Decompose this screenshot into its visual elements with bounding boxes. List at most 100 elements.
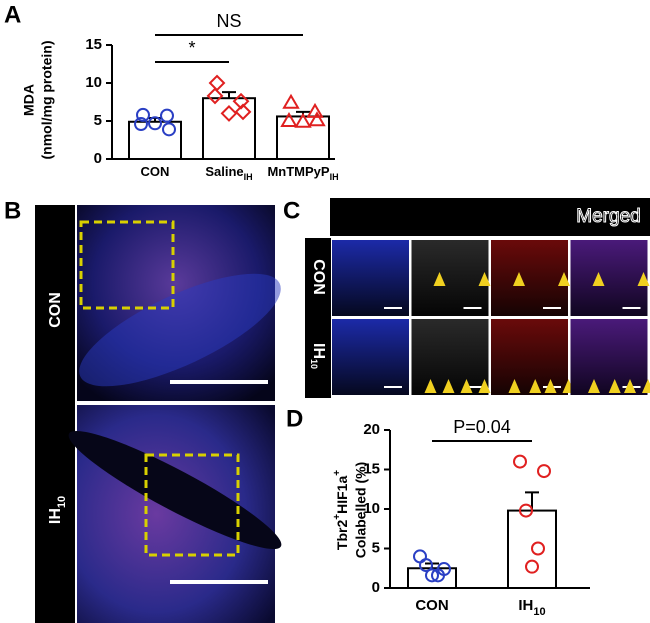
data-point <box>513 454 527 469</box>
scale-bar <box>543 307 561 309</box>
category-sub: IH <box>330 172 339 182</box>
y-tick-label: 15 <box>85 36 102 53</box>
error-bar <box>222 91 236 99</box>
channel-header <box>330 198 650 236</box>
annotation: NS <box>216 11 241 31</box>
annotation: * <box>188 38 195 58</box>
channel-label: HIF1a <box>503 206 555 227</box>
data-point <box>208 74 226 92</box>
arrowhead <box>478 272 491 286</box>
scale-bar <box>463 386 482 388</box>
data-point <box>308 111 326 127</box>
x-tick-label: CON <box>415 597 448 614</box>
micrograph <box>411 319 489 395</box>
arrowhead <box>508 379 521 393</box>
arrowhead <box>513 272 525 286</box>
data-point <box>525 559 539 574</box>
y-tick-label: 5 <box>372 539 380 556</box>
arrowhead <box>588 379 600 393</box>
category: IH <box>518 597 533 614</box>
y-axis-label-part: Tbr2 <box>334 520 350 551</box>
row-label-text: IH <box>310 343 327 359</box>
arrowhead <box>424 379 437 393</box>
scale-bar <box>384 307 402 309</box>
x-tick-label: MnTMPyPIH <box>267 164 338 182</box>
category-sub: IH <box>244 172 253 182</box>
scale-bar <box>622 307 641 309</box>
panel-label: C <box>283 197 300 224</box>
y-axis-label-part: HIF1a <box>334 476 350 514</box>
y-tick-label: 5 <box>94 112 102 129</box>
category-sub: 10 <box>533 606 545 618</box>
panel-label: A <box>4 1 21 28</box>
channel-label: DAPI <box>348 206 392 227</box>
micrograph <box>491 319 568 395</box>
y-axis-label: (nmol/mg protein) <box>39 41 55 160</box>
arrowhead <box>642 379 650 393</box>
arrowhead <box>544 379 557 393</box>
inset-box <box>144 453 240 557</box>
row-label: CON <box>47 292 64 328</box>
y-tick-label: 10 <box>85 74 102 91</box>
data-point <box>234 103 252 121</box>
row-label: IH10 <box>309 343 327 369</box>
data-point <box>160 108 174 123</box>
category: MnTMPyP <box>267 164 329 179</box>
data-point <box>419 558 433 573</box>
inset-box <box>79 220 175 310</box>
annotation: P=0.04 <box>453 417 511 437</box>
cell-layer <box>79 273 281 387</box>
y-tick-label: 0 <box>94 150 102 167</box>
arrowhead <box>608 379 621 393</box>
channel-label: Merged <box>576 206 640 227</box>
data-point <box>136 107 150 122</box>
y-axis-label-part: + <box>332 470 343 476</box>
panel-label: D <box>286 405 303 432</box>
data-point <box>162 122 176 137</box>
micrograph <box>332 319 409 395</box>
data-point <box>537 464 551 479</box>
data-point <box>282 93 300 109</box>
data-point <box>206 87 224 105</box>
scale-bar <box>463 307 482 309</box>
data-point <box>519 503 533 518</box>
label-strip <box>305 238 331 398</box>
data-point <box>294 112 312 128</box>
data-point <box>531 541 545 556</box>
arrowhead <box>478 379 491 393</box>
arrowhead <box>442 379 455 393</box>
row-label: CON <box>310 259 327 295</box>
x-tick-label: CON <box>141 164 170 179</box>
y-tick-label: 0 <box>372 579 380 596</box>
category: Saline <box>205 164 243 179</box>
micrograph <box>332 240 409 316</box>
y-axis-label: Tbr2+HIF1a+ <box>332 470 350 550</box>
data-point <box>431 568 445 583</box>
scale-bar <box>170 380 268 384</box>
arrowhead <box>558 272 570 286</box>
y-axis-label-part: + <box>332 514 343 520</box>
data-point <box>134 117 148 132</box>
category: CON <box>415 597 448 614</box>
panel-label: B <box>4 197 21 224</box>
data-point <box>413 549 427 564</box>
data-point <box>220 104 238 122</box>
scale-bar <box>384 386 402 388</box>
y-axis-label: MDA <box>21 84 37 116</box>
x-tick-label: IH10 <box>518 597 545 618</box>
y-tick-label: 20 <box>363 421 380 438</box>
arrowhead <box>592 272 605 286</box>
y-axis-label: Colabelled (%) <box>353 462 369 558</box>
micrograph-grid <box>332 240 650 395</box>
micrograph <box>570 240 648 316</box>
row-label: IH10 <box>47 496 68 524</box>
row-label-sub: 10 <box>309 359 319 369</box>
micrograph <box>491 240 568 316</box>
x-tick-label: SalineIH <box>205 164 252 182</box>
arrowhead <box>433 272 446 286</box>
micrograph <box>570 319 648 395</box>
row-label-text: IH <box>47 508 64 524</box>
bar <box>276 115 330 161</box>
y-tick-label: 15 <box>363 460 380 477</box>
